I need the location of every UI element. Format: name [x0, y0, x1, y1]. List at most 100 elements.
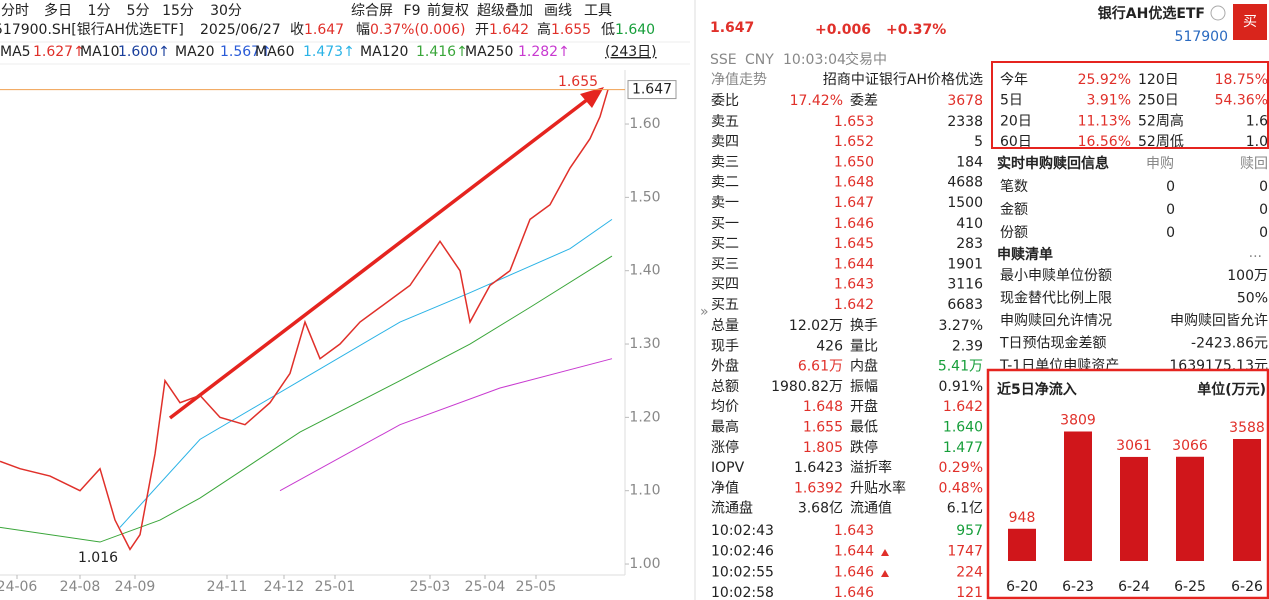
buy-button[interactable]: [1233, 4, 1267, 40]
trade-volume: 121: [956, 585, 983, 600]
bid-label: 买五: [711, 297, 739, 313]
inflow-value-label: 948: [1009, 510, 1036, 526]
list-label: 申购赎回允许情况: [1000, 312, 1112, 329]
ask-label: 卖四: [711, 134, 739, 150]
trade-price: 1.644: [834, 544, 874, 560]
ask-volume: 2338: [947, 114, 983, 130]
creation-value: 0: [1259, 202, 1268, 218]
stat-label: 现手: [711, 338, 739, 354]
weibi-label: 委比: [711, 93, 739, 109]
perf-label: 今年: [1000, 72, 1028, 88]
info-date: 2025/06/27: [200, 22, 281, 38]
weibi-value: 17.42%: [790, 93, 843, 109]
list-label: 现金替代比例上限: [1000, 291, 1112, 307]
performance-box: [991, 61, 1269, 149]
toolbar-tool[interactable]: 超级叠加: [477, 3, 533, 19]
stat-value: 1.640: [943, 420, 983, 436]
info-range-label: 幅: [356, 22, 370, 38]
ask-volume: 1500: [947, 195, 983, 211]
low-label: 1.016: [78, 550, 118, 566]
ma-name: MA60: [255, 44, 294, 60]
creation-col: 赎回: [1240, 155, 1268, 172]
inflow-category: 6-23: [1062, 579, 1094, 595]
inflow-bar: [1120, 456, 1148, 561]
ma-value: 1.473↑: [303, 44, 355, 60]
info-code: 517900.SH[银行AH优选ETF]: [0, 22, 184, 38]
perf-value: 18.75%: [1215, 72, 1268, 88]
weidiff-label: 委差: [850, 93, 878, 109]
list-more[interactable]: ...: [1249, 245, 1262, 261]
trade-arrows: [881, 549, 889, 577]
ma-value: 1.282↑: [518, 44, 570, 60]
ma-line: [279, 358, 613, 492]
toolbar-tab[interactable]: 5分: [127, 3, 150, 19]
collapse-icon[interactable]: »: [700, 304, 709, 320]
creation-value: 0: [1166, 202, 1175, 218]
toolbar-tab[interactable]: 分时: [1, 3, 29, 19]
bid-price: 1.642: [834, 297, 874, 313]
creation-value: 0: [1259, 225, 1268, 241]
toolbar-tab[interactable]: 1分: [88, 3, 111, 19]
inflow-bar: [1233, 439, 1261, 561]
buy-label[interactable]: 买: [1243, 14, 1257, 30]
fund-name: 银行AH优选ETF: [1098, 5, 1205, 22]
toolbar-tool[interactable]: 画线: [544, 3, 572, 19]
x-tick-label: 24-11: [207, 579, 248, 595]
ma-value: 1.627↑: [33, 44, 85, 60]
stat-label: 跌停: [850, 439, 878, 456]
trade-price: 1.643: [834, 523, 874, 539]
price-line: [0, 89, 609, 551]
perf-label: 60日: [1000, 134, 1032, 150]
bid-price: 1.644: [834, 256, 874, 272]
info-high: 1.655: [551, 22, 591, 38]
inflow-bar: [1176, 456, 1204, 561]
toolbar-tool[interactable]: 前复权: [427, 2, 469, 19]
stat-value: 0.29%: [939, 460, 983, 476]
stat-label: 均价: [711, 399, 739, 415]
perf-label: 52周低: [1138, 134, 1184, 150]
creation-value: 0: [1166, 225, 1175, 241]
stat-value: 1.477: [943, 440, 983, 456]
creation-label: 笔数: [1000, 179, 1028, 195]
x-tick-label: 25-01: [315, 579, 356, 595]
creation-value: 0: [1259, 179, 1268, 195]
toolbar-tool[interactable]: 综合屏: [351, 3, 393, 19]
ask-label: 卖二: [711, 175, 739, 191]
bid-volume: 6683: [947, 297, 983, 313]
toolbar-tab[interactable]: 30分: [210, 3, 242, 19]
inflow-bar: [1008, 528, 1036, 561]
trade-time: 10:02:43: [711, 523, 774, 539]
toolbar-tool[interactable]: F9: [404, 3, 421, 19]
stat-label: 最低: [850, 420, 878, 436]
bid-price: 1.643: [834, 277, 874, 293]
stat-value: 1.6392: [794, 480, 843, 496]
creation-label: 金额: [1000, 202, 1028, 218]
trade-volume: 224: [956, 564, 983, 580]
trade-time: 10:02:55: [711, 564, 774, 580]
bid-volume: 3116: [947, 277, 983, 293]
change: +0.006: [815, 22, 871, 38]
inflow-unit: 单位(万元): [1197, 381, 1266, 398]
toolbar-tab[interactable]: 多日: [44, 2, 72, 19]
perf-value: 3.91%: [1087, 93, 1131, 109]
bid-price: 1.645: [834, 236, 874, 252]
period-count[interactable]: (243日): [605, 44, 657, 60]
weidiff-value: 3678: [947, 93, 983, 109]
stat-label: 内盘: [850, 358, 878, 375]
trend-arrow: [168, 87, 604, 420]
list-title: 申赎清单: [997, 246, 1053, 263]
info-icon[interactable]: [1210, 5, 1226, 21]
bid-label: 买二: [711, 236, 739, 252]
change-pct: +0.37%: [886, 22, 946, 38]
stat-label: 流通值: [850, 501, 892, 517]
x-tick-label: 24-06: [0, 579, 37, 595]
inflow-category: 6-25: [1174, 579, 1206, 595]
toolbar-tab[interactable]: 15分: [162, 3, 194, 19]
toolbar-tool[interactable]: 工具: [584, 3, 612, 19]
list-label: 最小申赎单位份额: [1000, 267, 1112, 284]
inflow-value-label: 3809: [1060, 412, 1096, 428]
stat-label: 净值: [711, 480, 739, 496]
ma-value: 1.600↑: [118, 44, 170, 60]
ask-price: 1.652: [834, 134, 874, 150]
list-value: 50%: [1237, 291, 1268, 307]
